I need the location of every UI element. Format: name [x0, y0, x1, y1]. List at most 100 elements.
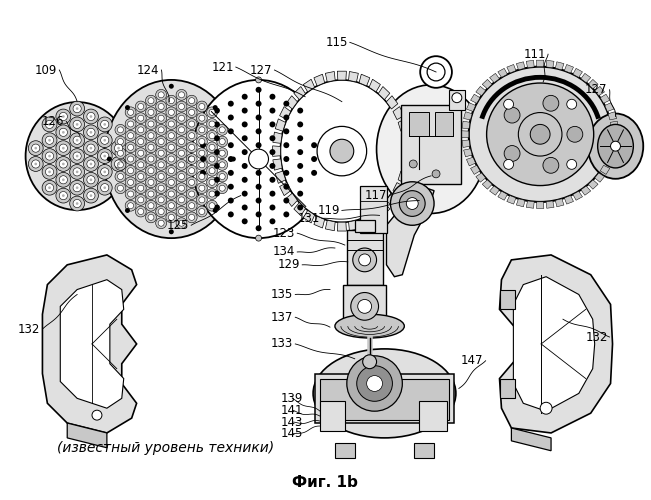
Circle shape: [125, 130, 136, 141]
Circle shape: [209, 121, 215, 127]
Polygon shape: [498, 68, 507, 78]
Circle shape: [70, 148, 85, 164]
Polygon shape: [499, 255, 613, 433]
Polygon shape: [573, 191, 583, 200]
Circle shape: [148, 132, 154, 138]
Circle shape: [186, 118, 197, 130]
Circle shape: [125, 105, 130, 110]
Circle shape: [367, 376, 383, 392]
Circle shape: [178, 104, 184, 110]
Bar: [499, 378, 516, 398]
Circle shape: [189, 132, 195, 138]
Circle shape: [357, 300, 372, 314]
Circle shape: [256, 170, 262, 176]
Circle shape: [391, 182, 434, 226]
Circle shape: [186, 177, 197, 188]
Circle shape: [115, 144, 122, 152]
Text: 125: 125: [167, 219, 189, 232]
Circle shape: [166, 118, 177, 130]
Polygon shape: [526, 201, 534, 208]
Circle shape: [73, 104, 81, 112]
Circle shape: [189, 180, 195, 186]
Polygon shape: [359, 216, 370, 228]
Circle shape: [189, 121, 195, 127]
Text: 147: 147: [461, 354, 484, 368]
Circle shape: [169, 121, 174, 127]
Circle shape: [48, 139, 51, 141]
Polygon shape: [326, 72, 335, 82]
Circle shape: [242, 122, 247, 128]
Circle shape: [228, 100, 234, 106]
Circle shape: [125, 118, 136, 130]
Circle shape: [138, 138, 144, 144]
Circle shape: [76, 139, 79, 141]
Circle shape: [83, 172, 98, 187]
Circle shape: [117, 185, 124, 191]
Circle shape: [504, 160, 514, 170]
Circle shape: [242, 108, 247, 114]
Ellipse shape: [486, 83, 594, 186]
Circle shape: [73, 120, 81, 128]
Circle shape: [46, 120, 53, 128]
Polygon shape: [462, 121, 470, 128]
Circle shape: [135, 136, 146, 147]
Circle shape: [166, 200, 177, 211]
Circle shape: [178, 162, 184, 168]
Circle shape: [186, 200, 197, 211]
Circle shape: [125, 177, 136, 188]
Circle shape: [199, 185, 205, 191]
Polygon shape: [611, 140, 618, 147]
Circle shape: [209, 168, 215, 173]
Circle shape: [148, 214, 154, 220]
Bar: [360, 186, 387, 233]
Circle shape: [158, 104, 164, 110]
Polygon shape: [67, 423, 107, 448]
Polygon shape: [280, 106, 291, 120]
Circle shape: [90, 178, 92, 181]
Circle shape: [197, 160, 207, 170]
Text: 145: 145: [281, 428, 303, 440]
Circle shape: [270, 163, 275, 169]
Circle shape: [156, 171, 167, 182]
Ellipse shape: [376, 85, 486, 214]
Polygon shape: [378, 202, 390, 215]
Circle shape: [35, 162, 37, 166]
Circle shape: [148, 202, 154, 208]
Text: 121: 121: [212, 60, 234, 74]
Circle shape: [283, 198, 289, 203]
Circle shape: [135, 148, 146, 158]
Circle shape: [148, 168, 154, 173]
Circle shape: [62, 162, 64, 166]
Polygon shape: [464, 112, 472, 120]
Circle shape: [59, 176, 68, 184]
Circle shape: [87, 144, 95, 152]
Circle shape: [156, 112, 167, 124]
Circle shape: [188, 156, 194, 162]
Circle shape: [115, 171, 126, 182]
Circle shape: [138, 185, 144, 191]
Circle shape: [197, 194, 207, 205]
Circle shape: [219, 150, 225, 156]
Circle shape: [543, 96, 559, 111]
Circle shape: [357, 366, 393, 402]
Circle shape: [199, 104, 205, 110]
Circle shape: [62, 115, 64, 118]
Circle shape: [242, 163, 247, 169]
Circle shape: [213, 105, 217, 110]
Circle shape: [128, 156, 133, 162]
Circle shape: [270, 177, 275, 183]
Circle shape: [432, 170, 440, 178]
Circle shape: [197, 124, 207, 136]
Text: 134: 134: [273, 246, 296, 258]
Polygon shape: [608, 148, 616, 157]
Circle shape: [70, 133, 85, 148]
Circle shape: [283, 128, 289, 134]
Polygon shape: [348, 72, 358, 82]
Circle shape: [97, 164, 112, 180]
Circle shape: [87, 176, 95, 184]
Polygon shape: [286, 96, 298, 109]
Circle shape: [518, 112, 562, 156]
Text: 129: 129: [278, 258, 300, 272]
Circle shape: [200, 142, 206, 148]
Text: 123: 123: [273, 226, 296, 239]
